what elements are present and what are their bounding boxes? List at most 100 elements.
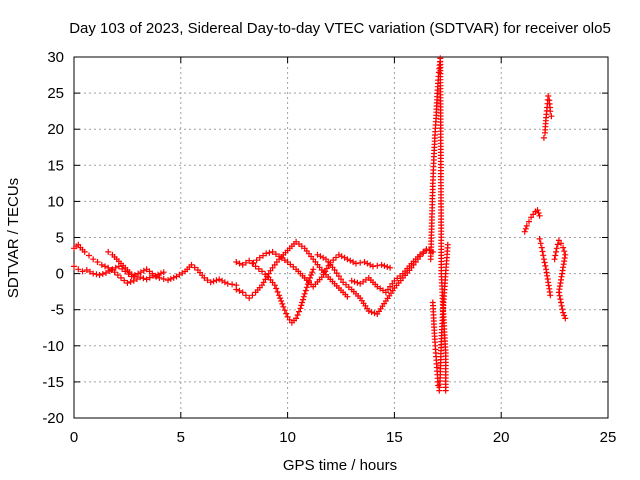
data-point <box>547 292 554 299</box>
data-point <box>301 290 308 297</box>
data-point <box>547 108 554 115</box>
data-points <box>71 55 569 394</box>
data-point <box>540 134 547 141</box>
data-point <box>368 309 375 316</box>
data-point <box>302 287 309 294</box>
data-point <box>278 298 285 304</box>
data-point <box>250 259 257 266</box>
data-point <box>213 277 220 284</box>
data-point <box>523 222 530 229</box>
data-point <box>260 252 266 259</box>
data-point <box>545 93 552 99</box>
data-point <box>371 310 378 317</box>
x-tick-label: 10 <box>279 429 296 446</box>
data-point <box>253 257 260 264</box>
data-point <box>331 267 338 273</box>
grid <box>74 57 608 418</box>
data-point <box>310 266 317 273</box>
data-point <box>561 248 568 255</box>
data-point <box>103 269 109 276</box>
data-point <box>157 270 164 277</box>
data-point <box>276 292 283 299</box>
data-point <box>263 250 270 257</box>
data-point <box>156 274 163 281</box>
data-point <box>552 252 559 259</box>
data-point <box>309 269 316 276</box>
data-point <box>381 262 388 269</box>
x-tick-label: 15 <box>386 429 403 446</box>
data-point <box>444 241 451 248</box>
data-point <box>90 270 97 277</box>
data-point <box>277 295 284 302</box>
data-point <box>294 312 301 318</box>
data-point <box>246 257 253 264</box>
data-point <box>300 296 306 303</box>
data-point <box>351 278 358 285</box>
data-point <box>271 282 278 289</box>
data-point <box>420 248 427 255</box>
data-point <box>242 292 249 299</box>
data-point <box>522 225 529 232</box>
data-point <box>535 210 542 216</box>
data-point <box>109 266 116 273</box>
data-point <box>281 307 288 314</box>
data-point <box>354 279 361 286</box>
data-point <box>204 277 211 284</box>
data-point <box>551 256 558 263</box>
data-point <box>210 278 217 285</box>
data-point <box>134 276 140 282</box>
y-tick-label: 25 <box>47 85 64 102</box>
data-point <box>357 259 364 266</box>
data-point <box>539 248 546 255</box>
data-point <box>130 273 137 280</box>
data-point <box>423 246 430 253</box>
data-point <box>335 273 342 280</box>
data-point <box>384 263 391 270</box>
data-point <box>561 312 568 319</box>
data-point <box>105 248 112 255</box>
data-point <box>555 289 562 296</box>
data-point <box>442 387 449 394</box>
data-point <box>417 251 423 258</box>
data-point <box>207 279 214 286</box>
data-point <box>137 274 144 281</box>
data-point <box>353 260 359 267</box>
data-point <box>526 218 532 225</box>
data-point <box>127 278 134 285</box>
data-point <box>348 277 355 284</box>
data-point <box>239 289 246 296</box>
data-point <box>333 254 339 261</box>
data-point <box>146 274 153 281</box>
data-point <box>283 310 290 317</box>
data-point <box>374 262 381 269</box>
data-point <box>548 113 555 120</box>
data-point <box>81 248 88 255</box>
x-tick-label: 25 <box>600 429 617 446</box>
data-point <box>102 263 108 270</box>
data-point <box>553 245 560 252</box>
data-point <box>249 260 256 267</box>
data-point <box>308 272 315 278</box>
data-point <box>297 305 304 312</box>
data-point <box>94 259 101 265</box>
data-point <box>236 260 243 267</box>
data-point <box>534 207 541 214</box>
data-point <box>155 271 161 278</box>
data-point <box>114 272 121 278</box>
data-point <box>259 268 265 275</box>
y-tick-label: -20 <box>42 410 64 427</box>
y-tick-label: -15 <box>42 374 64 391</box>
data-point <box>536 212 543 219</box>
data-point <box>541 259 548 266</box>
data-point <box>279 300 286 307</box>
x-tick-label: 0 <box>70 429 78 446</box>
data-point <box>537 240 544 247</box>
data-point <box>558 240 564 247</box>
data-point <box>553 248 559 255</box>
data-point <box>556 292 563 299</box>
data-point <box>118 274 124 281</box>
data-point <box>256 254 263 261</box>
data-point <box>160 276 167 282</box>
data-point <box>98 261 105 268</box>
